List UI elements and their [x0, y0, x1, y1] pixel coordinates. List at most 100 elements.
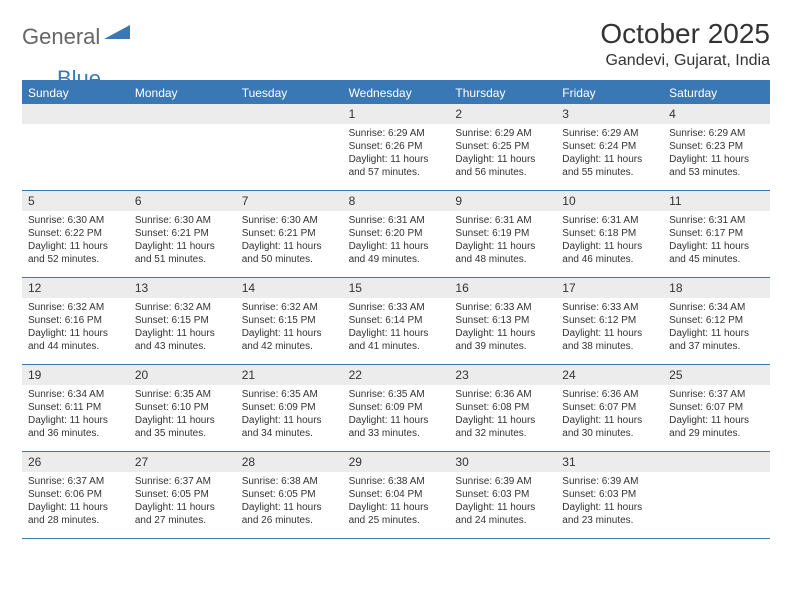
day-number: 7: [236, 191, 343, 211]
day-number: 5: [22, 191, 129, 211]
day-details: Sunrise: 6:35 AMSunset: 6:09 PMDaylight:…: [343, 385, 450, 444]
daylight-line: Daylight: 11 hours and 27 minutes.: [135, 501, 230, 527]
daylight-line: Daylight: 11 hours and 46 minutes.: [562, 240, 657, 266]
day-number: 21: [236, 365, 343, 385]
sunset-line: Sunset: 6:04 PM: [349, 488, 444, 501]
sunset-line: Sunset: 6:15 PM: [135, 314, 230, 327]
day-details: Sunrise: 6:30 AMSunset: 6:22 PMDaylight:…: [22, 211, 129, 270]
day-cell: 4Sunrise: 6:29 AMSunset: 6:23 PMDaylight…: [663, 104, 770, 190]
day-cell: 29Sunrise: 6:38 AMSunset: 6:04 PMDayligh…: [343, 452, 450, 538]
daylight-line: Daylight: 11 hours and 25 minutes.: [349, 501, 444, 527]
day-number: 19: [22, 365, 129, 385]
day-number: 24: [556, 365, 663, 385]
sunset-line: Sunset: 6:18 PM: [562, 227, 657, 240]
sunset-line: Sunset: 6:26 PM: [349, 140, 444, 153]
sunrise-line: Sunrise: 6:37 AM: [135, 475, 230, 488]
sunset-line: Sunset: 6:11 PM: [28, 401, 123, 414]
sunrise-line: Sunrise: 6:38 AM: [349, 475, 444, 488]
sunset-line: Sunset: 6:10 PM: [135, 401, 230, 414]
sunset-line: Sunset: 6:03 PM: [455, 488, 550, 501]
daylight-line: Daylight: 11 hours and 50 minutes.: [242, 240, 337, 266]
sunset-line: Sunset: 6:09 PM: [349, 401, 444, 414]
sunrise-line: Sunrise: 6:29 AM: [455, 127, 550, 140]
day-details: Sunrise: 6:35 AMSunset: 6:10 PMDaylight:…: [129, 385, 236, 444]
day-details: Sunrise: 6:32 AMSunset: 6:15 PMDaylight:…: [129, 298, 236, 357]
day-details: Sunrise: 6:35 AMSunset: 6:09 PMDaylight:…: [236, 385, 343, 444]
day-cell: 6Sunrise: 6:30 AMSunset: 6:21 PMDaylight…: [129, 191, 236, 277]
day-details: Sunrise: 6:33 AMSunset: 6:14 PMDaylight:…: [343, 298, 450, 357]
daylight-line: Daylight: 11 hours and 26 minutes.: [242, 501, 337, 527]
daylight-line: Daylight: 11 hours and 30 minutes.: [562, 414, 657, 440]
month-title: October 2025: [600, 18, 770, 50]
day-details: Sunrise: 6:29 AMSunset: 6:23 PMDaylight:…: [663, 124, 770, 183]
sunrise-line: Sunrise: 6:37 AM: [669, 388, 764, 401]
week-row: 12Sunrise: 6:32 AMSunset: 6:16 PMDayligh…: [22, 278, 770, 365]
logo: General: [22, 24, 132, 50]
day-number: 13: [129, 278, 236, 298]
week-row: 5Sunrise: 6:30 AMSunset: 6:22 PMDaylight…: [22, 191, 770, 278]
sunrise-line: Sunrise: 6:37 AM: [28, 475, 123, 488]
day-cell: 2Sunrise: 6:29 AMSunset: 6:25 PMDaylight…: [449, 104, 556, 190]
sunrise-line: Sunrise: 6:32 AM: [135, 301, 230, 314]
sunrise-line: Sunrise: 6:36 AM: [562, 388, 657, 401]
sunset-line: Sunset: 6:07 PM: [562, 401, 657, 414]
day-details: Sunrise: 6:29 AMSunset: 6:24 PMDaylight:…: [556, 124, 663, 183]
day-details: Sunrise: 6:31 AMSunset: 6:20 PMDaylight:…: [343, 211, 450, 270]
empty-day: [236, 104, 343, 124]
sunrise-line: Sunrise: 6:31 AM: [349, 214, 444, 227]
empty-day: [663, 452, 770, 472]
sunrise-line: Sunrise: 6:33 AM: [455, 301, 550, 314]
day-number: 12: [22, 278, 129, 298]
day-number: 9: [449, 191, 556, 211]
day-details: Sunrise: 6:32 AMSunset: 6:15 PMDaylight:…: [236, 298, 343, 357]
day-details: Sunrise: 6:38 AMSunset: 6:05 PMDaylight:…: [236, 472, 343, 531]
day-cell: 13Sunrise: 6:32 AMSunset: 6:15 PMDayligh…: [129, 278, 236, 364]
day-details: Sunrise: 6:33 AMSunset: 6:12 PMDaylight:…: [556, 298, 663, 357]
sunset-line: Sunset: 6:12 PM: [669, 314, 764, 327]
day-cell: 16Sunrise: 6:33 AMSunset: 6:13 PMDayligh…: [449, 278, 556, 364]
day-details: Sunrise: 6:29 AMSunset: 6:26 PMDaylight:…: [343, 124, 450, 183]
day-cell: [22, 104, 129, 190]
day-details: Sunrise: 6:36 AMSunset: 6:07 PMDaylight:…: [556, 385, 663, 444]
day-cell: 23Sunrise: 6:36 AMSunset: 6:08 PMDayligh…: [449, 365, 556, 451]
daylight-line: Daylight: 11 hours and 28 minutes.: [28, 501, 123, 527]
day-of-week-header: Thursday: [449, 82, 556, 104]
day-details: Sunrise: 6:37 AMSunset: 6:05 PMDaylight:…: [129, 472, 236, 531]
day-cell: 27Sunrise: 6:37 AMSunset: 6:05 PMDayligh…: [129, 452, 236, 538]
day-cell: 30Sunrise: 6:39 AMSunset: 6:03 PMDayligh…: [449, 452, 556, 538]
daylight-line: Daylight: 11 hours and 34 minutes.: [242, 414, 337, 440]
location: Gandevi, Gujarat, India: [600, 52, 770, 70]
daylight-line: Daylight: 11 hours and 41 minutes.: [349, 327, 444, 353]
sunset-line: Sunset: 6:15 PM: [242, 314, 337, 327]
sunrise-line: Sunrise: 6:30 AM: [242, 214, 337, 227]
day-cell: 18Sunrise: 6:34 AMSunset: 6:12 PMDayligh…: [663, 278, 770, 364]
sunset-line: Sunset: 6:20 PM: [349, 227, 444, 240]
sunrise-line: Sunrise: 6:34 AM: [28, 388, 123, 401]
sunset-line: Sunset: 6:14 PM: [349, 314, 444, 327]
day-details: Sunrise: 6:36 AMSunset: 6:08 PMDaylight:…: [449, 385, 556, 444]
sunset-line: Sunset: 6:22 PM: [28, 227, 123, 240]
day-cell: 1Sunrise: 6:29 AMSunset: 6:26 PMDaylight…: [343, 104, 450, 190]
daylight-line: Daylight: 11 hours and 35 minutes.: [135, 414, 230, 440]
day-cell: 15Sunrise: 6:33 AMSunset: 6:14 PMDayligh…: [343, 278, 450, 364]
sunrise-line: Sunrise: 6:32 AM: [28, 301, 123, 314]
day-details: Sunrise: 6:39 AMSunset: 6:03 PMDaylight:…: [556, 472, 663, 531]
sunset-line: Sunset: 6:06 PM: [28, 488, 123, 501]
day-number: 30: [449, 452, 556, 472]
day-number: 31: [556, 452, 663, 472]
day-cell: 31Sunrise: 6:39 AMSunset: 6:03 PMDayligh…: [556, 452, 663, 538]
day-cell: 24Sunrise: 6:36 AMSunset: 6:07 PMDayligh…: [556, 365, 663, 451]
logo-text-general: General: [22, 24, 100, 50]
day-number: 4: [663, 104, 770, 124]
day-number: 11: [663, 191, 770, 211]
daylight-line: Daylight: 11 hours and 49 minutes.: [349, 240, 444, 266]
sunset-line: Sunset: 6:13 PM: [455, 314, 550, 327]
daylight-line: Daylight: 11 hours and 45 minutes.: [669, 240, 764, 266]
day-details: Sunrise: 6:37 AMSunset: 6:06 PMDaylight:…: [22, 472, 129, 531]
sunset-line: Sunset: 6:05 PM: [242, 488, 337, 501]
day-details: Sunrise: 6:31 AMSunset: 6:18 PMDaylight:…: [556, 211, 663, 270]
sunset-line: Sunset: 6:07 PM: [669, 401, 764, 414]
daylight-line: Daylight: 11 hours and 52 minutes.: [28, 240, 123, 266]
day-details: Sunrise: 6:39 AMSunset: 6:03 PMDaylight:…: [449, 472, 556, 531]
sunset-line: Sunset: 6:19 PM: [455, 227, 550, 240]
